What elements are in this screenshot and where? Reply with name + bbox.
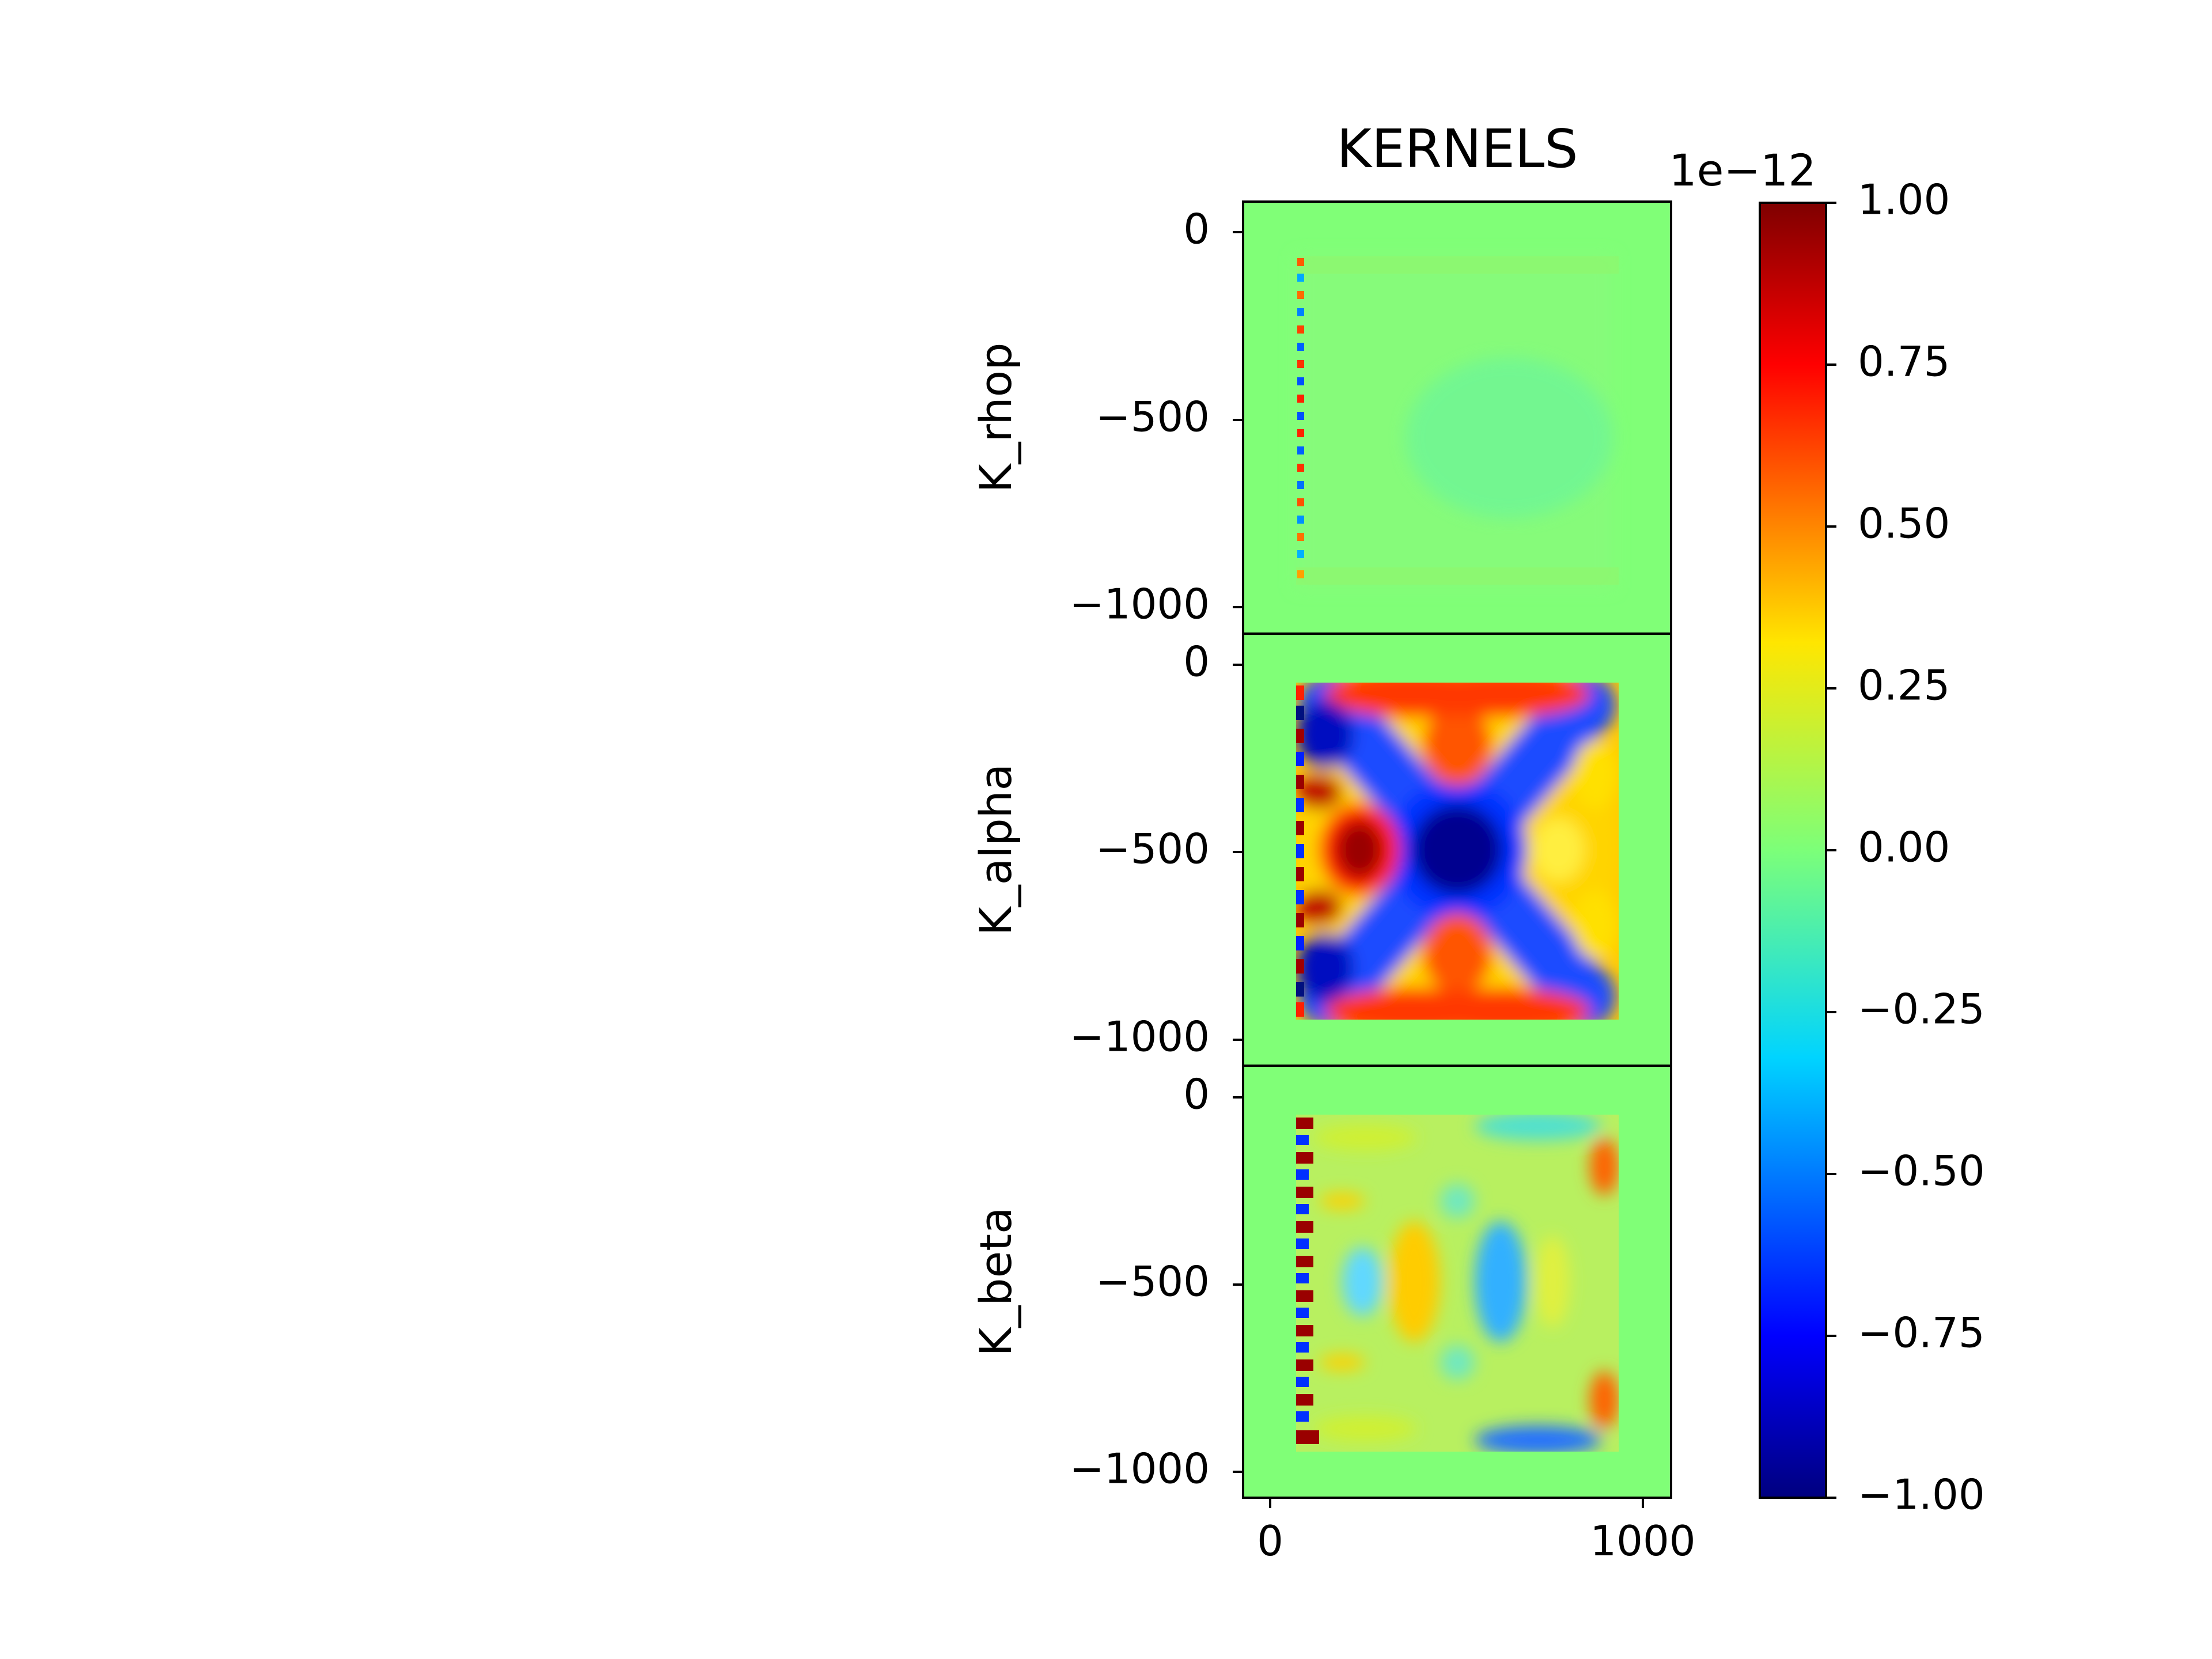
panel-k-rhop-ytick-1: −500 <box>1096 393 1210 441</box>
panel-k-alpha-edge-stripes <box>1296 685 1304 1017</box>
panel-k-beta-ytick-0: 0 <box>1183 1070 1210 1119</box>
panel-k-rhop-y-axis: 0 −500 −1000 K_rhop <box>970 205 1243 628</box>
x-axis: 0 1000 <box>1257 1498 1696 1565</box>
colorbar-tick-neg-0p75: −0.75 <box>1858 1309 1985 1357</box>
colorbar-tick-1: 1.00 <box>1858 176 1950 224</box>
colorbar-ticks: 1.00 0.75 0.50 0.25 0.00 −0.25 −0.50 −0.… <box>1826 176 1985 1519</box>
panel-k-alpha-ytick-1: −500 <box>1096 825 1210 873</box>
panel-k-rhop-ylabel: K_rhop <box>970 343 1021 493</box>
colorbar-tick-neg-1: −1.00 <box>1858 1471 1985 1519</box>
colorbar-offset-label: 1e−12 <box>1669 145 1816 196</box>
xtick-1: 1000 <box>1590 1517 1695 1565</box>
panel-k-beta-frame <box>1242 1065 1672 1499</box>
panel-k-beta-y-axis: 0 −500 −1000 K_beta <box>970 1070 1243 1493</box>
panel-k-alpha-ylabel: K_alpha <box>970 764 1021 936</box>
panel-k-rhop-edge-stripes <box>1297 258 1304 578</box>
panel-k-alpha-ytick-0: 0 <box>1183 638 1210 686</box>
panel-k-alpha-field <box>1296 683 1619 1020</box>
colorbar-tick-0p75: 0.75 <box>1858 338 1950 386</box>
colorbar-tick-neg-0p5: −0.50 <box>1858 1147 1985 1195</box>
chart-title: KERNELS <box>1337 118 1578 180</box>
panel-k-rhop-ytick-0: 0 <box>1183 205 1210 253</box>
panel-k-beta-ytick-2: −1000 <box>1069 1445 1210 1493</box>
panel-k-rhop-ytick-2: −1000 <box>1069 580 1210 628</box>
panel-k-beta: 0 −500 −1000 K_beta <box>970 1065 1672 1499</box>
panel-k-rhop-field <box>1296 256 1619 588</box>
colorbar-tick-0: 0.00 <box>1858 823 1950 872</box>
xtick-0: 0 <box>1257 1517 1283 1565</box>
colorbar-gradient <box>1760 203 1826 1498</box>
panel-k-beta-ytick-1: −500 <box>1096 1257 1210 1306</box>
colorbar: 1e−12 1.00 0.75 0.50 0.25 0.00 −0.25 −0.… <box>1669 145 1984 1519</box>
panel-k-rhop: 0 −500 −1000 K_rhop <box>970 200 1672 635</box>
colorbar-tick-0p25: 0.25 <box>1858 661 1950 710</box>
colorbar-tick-0p5: 0.50 <box>1858 499 1950 548</box>
panel-k-beta-ylabel: K_beta <box>970 1207 1021 1356</box>
panel-k-alpha-y-axis: 0 −500 −1000 K_alpha <box>970 638 1243 1061</box>
panel-k-alpha: 0 −500 −1000 K_alpha <box>970 632 1672 1067</box>
panel-k-beta-edge-stripes <box>1296 1118 1319 1444</box>
colorbar-tick-neg-0p25: −0.25 <box>1858 985 1985 1033</box>
panel-k-beta-field <box>1296 1115 1619 1452</box>
panel-k-alpha-ytick-2: −1000 <box>1069 1013 1210 1061</box>
